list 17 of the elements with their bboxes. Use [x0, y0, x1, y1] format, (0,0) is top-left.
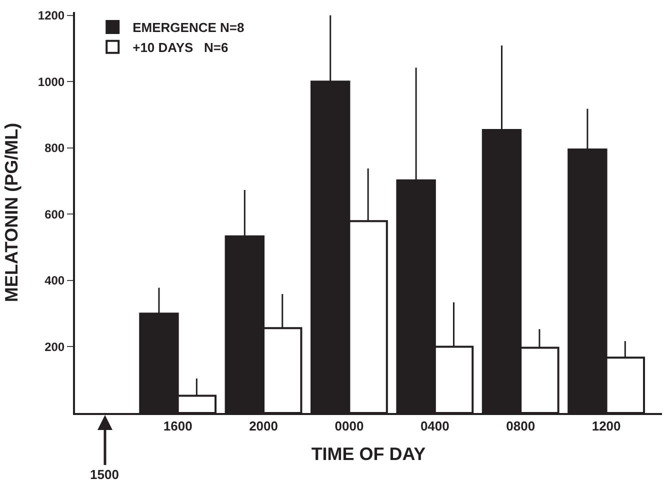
y-tick-label: 800: [44, 141, 65, 156]
x-tick-label: 0400: [420, 418, 450, 434]
y-tick-label: 400: [44, 274, 65, 288]
x-axis-title: TIME OF DAY: [311, 444, 426, 464]
y-tick-label: 1200: [38, 8, 65, 23]
x-tick-label: 1600: [163, 418, 192, 434]
x-tick-label: 0800: [506, 418, 536, 434]
y-tick-label: 600: [44, 207, 65, 222]
text: 1500: [90, 467, 119, 482]
y-tick-label: 200: [44, 340, 65, 354]
legend-label: +10 DAYS N=6: [132, 40, 228, 55]
x-tick-label: 2000: [249, 418, 278, 434]
y-tick-label: 1000: [38, 74, 65, 89]
legend-label: EMERGENCE N=8: [132, 20, 244, 36]
x-tick-label: 1200: [592, 418, 621, 434]
y-axis-title: MELATONIN (PG/ML): [2, 122, 22, 302]
x-tick-label: 0000: [334, 418, 364, 434]
